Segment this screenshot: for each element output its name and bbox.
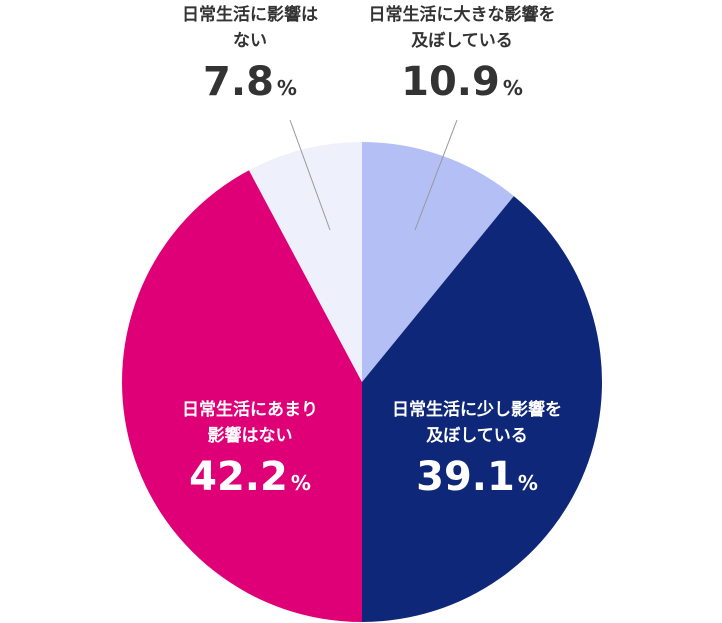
category-label: 日常生活に大きな影響を及ぼしている — [369, 4, 556, 51]
value-label: 42.2% — [189, 454, 311, 500]
value-number: 10.9 — [401, 59, 500, 105]
value-number: 7.8 — [203, 59, 274, 105]
value-label: 10.9% — [401, 59, 523, 105]
value-unit: % — [277, 76, 297, 100]
value-unit: % — [518, 471, 538, 495]
value-label: 39.1% — [416, 454, 538, 500]
pie-slice — [121, 170, 363, 622]
leader-line — [414, 119, 458, 231]
value-number: 39.1 — [416, 454, 515, 500]
category-line: 及ぼしている — [411, 31, 513, 51]
value-unit: % — [291, 471, 311, 495]
category-line: ない — [233, 31, 267, 51]
pie-slice — [249, 142, 362, 382]
leader-line — [289, 119, 331, 231]
category-line: 日常生活に大きな影響を — [369, 4, 556, 25]
value-unit: % — [503, 76, 523, 100]
category-line: 影響はない — [208, 425, 293, 446]
category-line: 日常生活にあまり — [182, 399, 318, 420]
category-line: 日常生活に影響は — [182, 4, 318, 25]
category-label: 日常生活に影響はない — [182, 4, 318, 51]
value-label: 7.8% — [203, 59, 297, 105]
pie-slice — [362, 196, 602, 622]
category-label: 日常生活に少し影響を及ぼしている — [392, 399, 562, 446]
value-number: 42.2 — [189, 454, 288, 500]
category-line: 日常生活に少し影響を — [392, 399, 562, 420]
pie-slice — [362, 142, 514, 382]
category-label: 日常生活にあまり影響はない — [182, 399, 318, 446]
category-line: 及ぼしている — [426, 426, 528, 446]
